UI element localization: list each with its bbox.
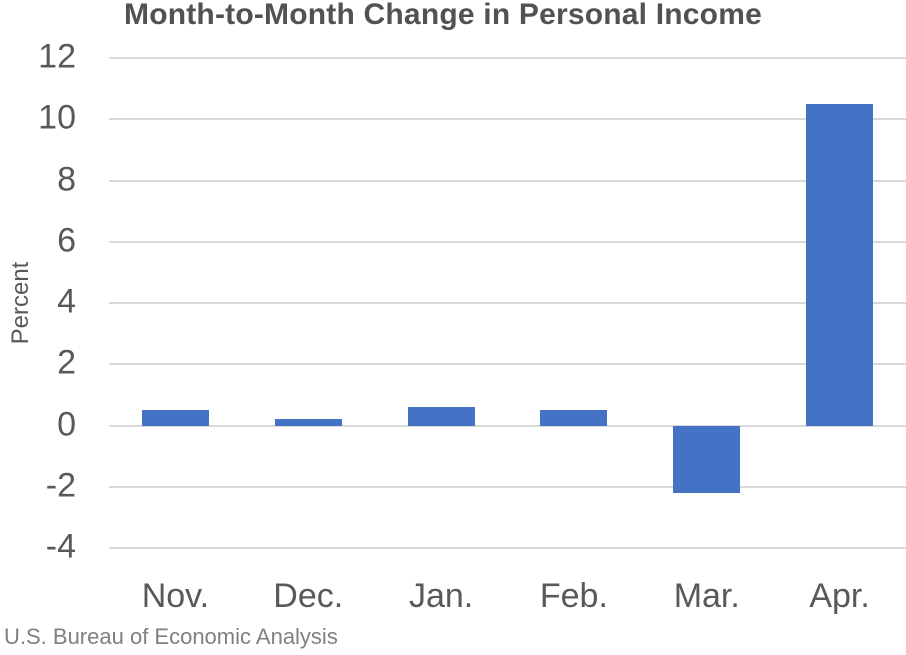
y-tick-label: -4 <box>45 527 76 566</box>
y-tick-label: -2 <box>45 466 76 505</box>
bar-feb <box>540 410 608 426</box>
x-tick-label: Mar. <box>673 577 740 615</box>
x-tick-label: Dec. <box>273 577 344 615</box>
gridline-y-6 <box>109 240 906 243</box>
x-tick-label: Nov. <box>141 577 210 615</box>
gridline-y-0 <box>109 424 906 427</box>
y-tick-label: 8 <box>57 160 76 199</box>
gridline-y-4 <box>109 302 906 304</box>
gridline-y--4 <box>109 547 906 549</box>
plot-area <box>109 57 906 549</box>
y-tick-label: 0 <box>57 405 76 444</box>
y-tick-label: 2 <box>57 343 76 382</box>
y-tick-label: 4 <box>57 282 76 321</box>
y-tick-label: 6 <box>57 221 76 260</box>
bar-dec <box>274 419 342 426</box>
x-tick-label: Apr. <box>809 577 870 615</box>
y-tick-label: 10 <box>38 98 76 137</box>
gridline-y-8 <box>109 179 906 182</box>
bar-mar <box>673 425 741 493</box>
gridline-y-2 <box>109 363 906 366</box>
gridline-y-12 <box>109 57 906 59</box>
bar-apr <box>806 103 874 426</box>
chart-title: Month-to-Month Change in Personal Income <box>124 0 762 31</box>
x-tick-label: Feb. <box>539 577 608 615</box>
source-note: U.S. Bureau of Economic Analysis <box>4 624 338 649</box>
bar-nov <box>141 410 209 426</box>
bar-jan <box>407 407 475 426</box>
x-tick-label: Jan. <box>408 577 474 615</box>
gridline-y-10 <box>109 118 906 121</box>
y-tick-label: 12 <box>38 37 76 76</box>
gridline-y--2 <box>109 485 906 488</box>
